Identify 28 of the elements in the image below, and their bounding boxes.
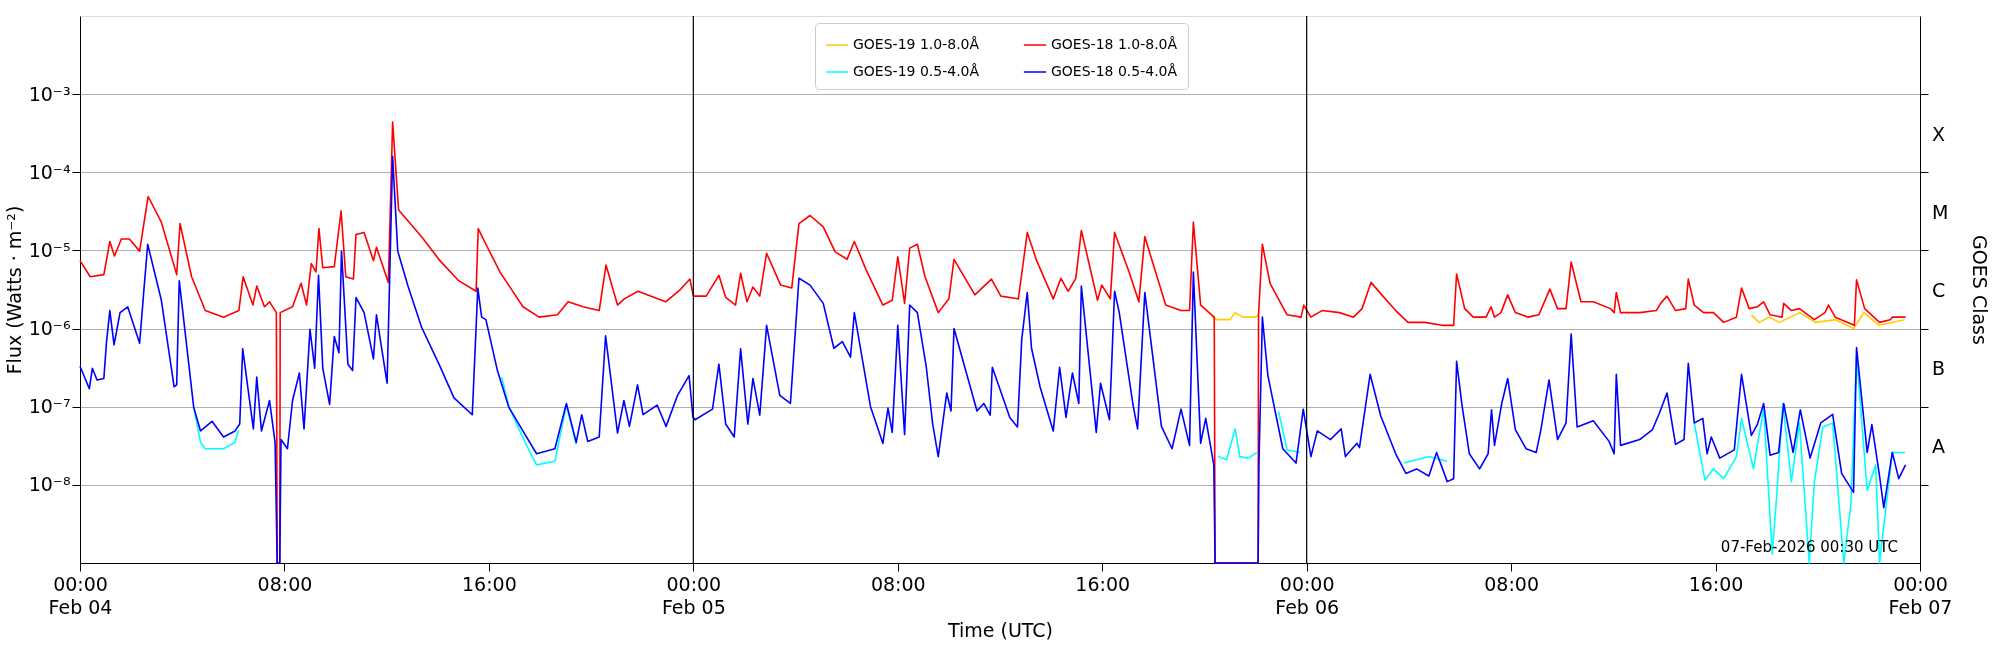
x-tick-label: 00:00 Feb 05 [661, 572, 726, 618]
x-tick-label: 16:00 [1688, 572, 1744, 595]
y-tick-label: 10⁻⁴ [28, 160, 71, 183]
x-tick-label: 00:00 Feb 04 [48, 572, 113, 618]
legend-label: GOES-18 1.0-8.0Å [1051, 36, 1178, 52]
text: C [1932, 279, 1946, 302]
y-tick-label: 10⁻⁶ [28, 317, 71, 340]
text: X [1932, 122, 1946, 145]
x-tick-label: 00:00 Feb 06 [1275, 572, 1340, 618]
y-tick-label: 10⁻⁵ [28, 238, 71, 261]
legend-label: GOES-19 1.0-8.0Å [853, 36, 980, 52]
text: M [1932, 200, 1949, 223]
legend-label: GOES-19 0.5-4.0Å [853, 63, 980, 79]
x-tick-label: 08:00 [257, 572, 313, 595]
y-tick-label: 10⁻⁷ [28, 395, 71, 418]
y-tick-label: 10⁻³ [28, 82, 71, 105]
text: B [1932, 357, 1946, 380]
x-tick-label: 16:00 [462, 572, 517, 595]
y-tick-label: 10⁻⁸ [28, 473, 71, 496]
x-tick-label: 08:00 [1484, 572, 1539, 595]
y2-axis-title: GOES Class [1969, 235, 1991, 345]
x-tick-label: 00:00 Feb 07 [1888, 572, 1953, 618]
y-axis-title: Flux (Watts · m⁻²) [2, 205, 25, 375]
x-tick-label: 16:00 [1075, 572, 1131, 595]
legend-label: GOES-18 0.5-4.0Å [1051, 63, 1178, 79]
text: A [1932, 435, 1945, 458]
x-tick-label: 08:00 [870, 572, 926, 595]
x-axis-title: Time (UTC) [946, 618, 1054, 641]
